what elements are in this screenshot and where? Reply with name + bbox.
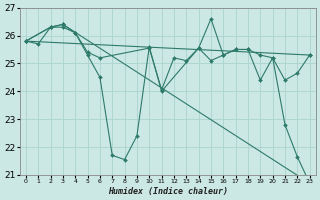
X-axis label: Humidex (Indice chaleur): Humidex (Indice chaleur) [108, 187, 228, 196]
